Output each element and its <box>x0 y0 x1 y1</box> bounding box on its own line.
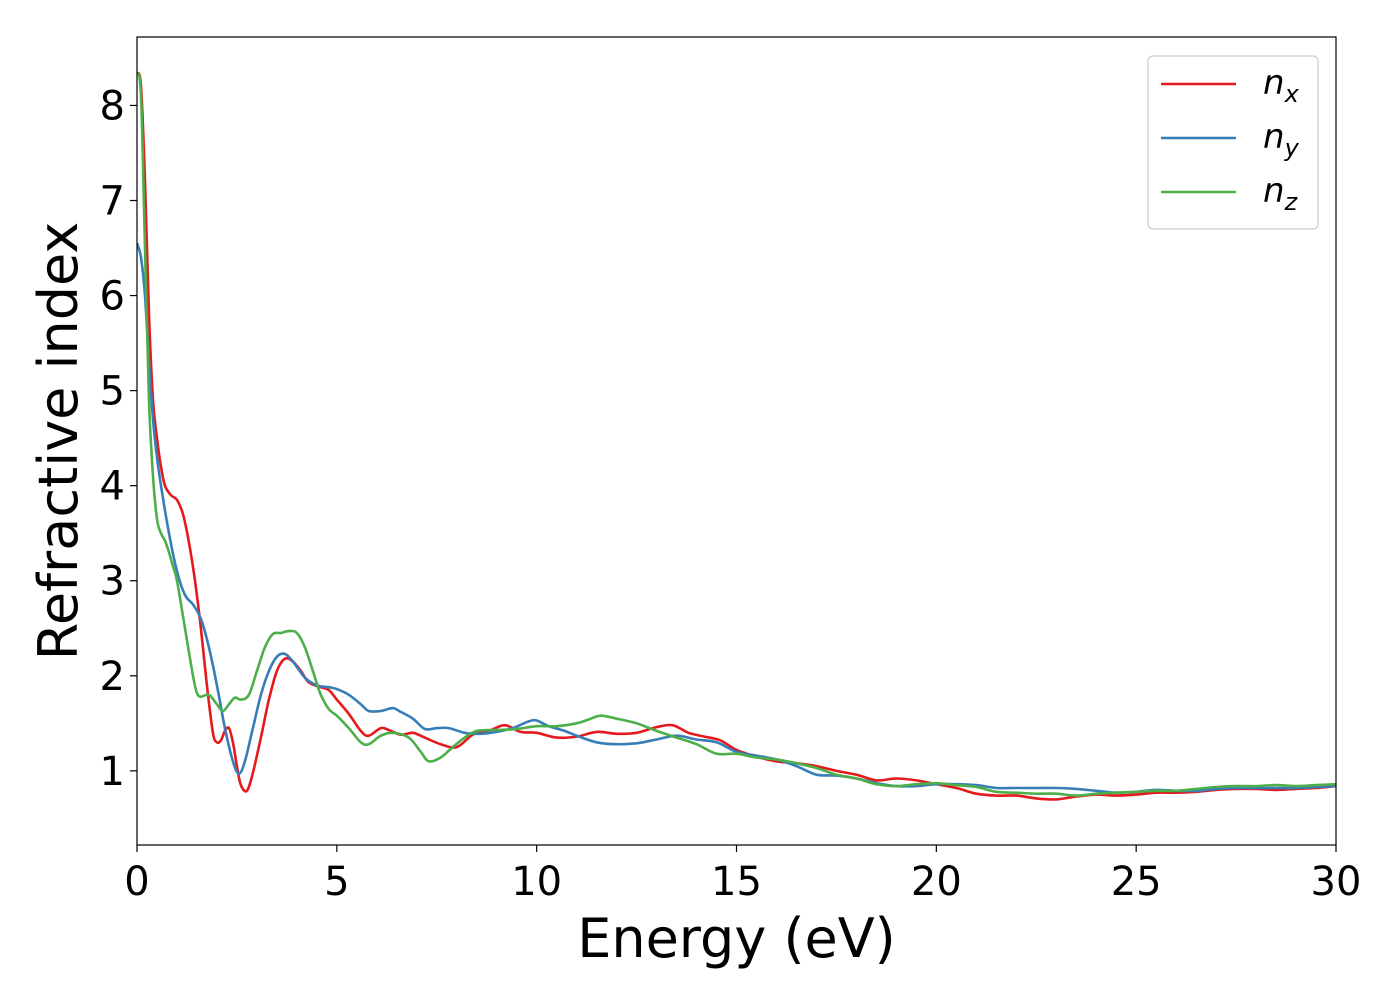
y-tick-label: 8 <box>100 83 125 129</box>
x-tick-label: 25 <box>1111 859 1162 905</box>
legend-box <box>1147 55 1319 230</box>
series-line-x <box>137 71 1336 801</box>
x-tick-label: 10 <box>511 859 562 905</box>
x-tick-label: 30 <box>1311 859 1362 905</box>
ticks-layer: 0 5 10 15 20 25 30 1 2 3 4 5 6 7 8 <box>100 83 1362 905</box>
y-axis-label: Refractive index <box>27 222 90 661</box>
x-tick-label: 15 <box>711 859 762 905</box>
y-tick-label: 7 <box>100 179 125 225</box>
x-axis-label: Energy (eV) <box>577 907 896 970</box>
y-tick-label: 4 <box>100 464 125 510</box>
y-tick-label: 5 <box>100 369 125 415</box>
y-tick-label: 3 <box>100 559 125 605</box>
legend-label-y: ny <box>1263 117 1300 162</box>
series-layer <box>137 71 1336 801</box>
x-tick-label: 0 <box>124 859 149 905</box>
y-tick-label: 1 <box>100 749 125 795</box>
series-line-z <box>137 71 1336 797</box>
y-tick-label: 6 <box>100 274 125 320</box>
x-tick-label: 5 <box>324 859 349 905</box>
legend-label-x: nx <box>1263 63 1300 108</box>
y-tick-label: 2 <box>100 654 125 700</box>
series-line-y <box>137 242 1336 795</box>
x-tick-label: 20 <box>911 859 962 905</box>
